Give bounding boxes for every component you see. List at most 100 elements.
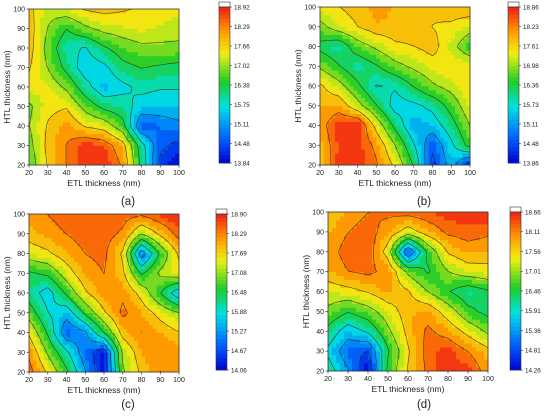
y-axis-label: HTL thickness (nm) [2, 256, 12, 330]
contour-panel-1: 20 30 40 50 60 70 80 90 100 20 30 40 50 60 70 80 90 100 ET… [2, 1, 250, 208]
colorbar-tick-label: 18.92 [234, 4, 250, 11]
x-tick-label: 60 [404, 376, 412, 383]
colorbar: 18.86 18.23 17.61 16.98 16.36 15.73 15.11 14.48… [507, 1, 539, 167]
x-tick-label: 100 [482, 376, 494, 383]
y-tick-label: 70 [316, 269, 324, 276]
colorbar-tick-label: 14.06 [231, 367, 247, 374]
colorbar: 18.90 18.29 17.69 17.08 16.48 15.88 15.27 14.67… [215, 208, 247, 374]
y-tick-label: 80 [308, 44, 316, 51]
x-tick-label: 40 [364, 376, 372, 383]
colorbar-top-cap [507, 1, 520, 8]
colorbar-tick-label: 18.29 [234, 24, 250, 31]
contour-lines [28, 213, 180, 373]
y-tick-label: 60 [316, 289, 324, 296]
y-tick-label: 40 [316, 329, 324, 336]
y-tick-label: 80 [17, 46, 25, 53]
contour-fill [328, 212, 489, 372]
y-tick-label: 80 [17, 251, 25, 258]
colorbar-tick-label: 14.48 [234, 141, 250, 148]
x-tick-label: 20 [25, 377, 33, 384]
y-tick-label: 70 [308, 64, 316, 71]
colorbar-tick-label: 16.46 [525, 288, 541, 295]
contour-fill [29, 9, 180, 166]
colorbar: 18.66 18.11 17.56 17.01 16.46 15.91 15.36 14.81… [509, 206, 541, 374]
colorbar-tick-label: 16.98 [523, 63, 539, 70]
x-tick-label: 20 [324, 376, 332, 383]
colorbar-tick-label: 14.48 [523, 141, 539, 148]
x-tick-label: 30 [44, 170, 52, 177]
y-tick-label: 50 [316, 309, 324, 316]
y-tick-label: 50 [308, 103, 316, 110]
colorbar-tick-label: 16.48 [231, 289, 247, 296]
colorbar-tick-label: 17.08 [231, 270, 247, 277]
colorbar-tick-label: 18.86 [523, 4, 539, 11]
y-axis-label: HTL thickness (nm) [301, 255, 311, 329]
colorbar-tick-label: 18.11 [525, 229, 541, 236]
y-tick-label: 60 [308, 84, 316, 91]
y-tick-label: 50 [17, 310, 25, 317]
contour-lines [28, 8, 180, 166]
colorbar-tick-label: 17.69 [231, 250, 247, 257]
x-tick-label: 100 [173, 377, 185, 384]
contour-panel-4: 20 30 40 50 60 70 80 90 100 20 30 40 50 60 70 80 90 100 ET… [301, 206, 541, 411]
colorbar-tick-label: 15.36 [525, 328, 541, 335]
x-tick-label: 70 [119, 170, 127, 177]
x-tick-label: 70 [424, 376, 432, 383]
x-tick-label: 100 [173, 170, 185, 177]
panel-label: (d) [417, 399, 431, 411]
x-tick-label: 80 [444, 376, 452, 383]
colorbar-tick-label: 15.11 [523, 121, 539, 128]
colorbar-tick-label: 18.29 [231, 231, 247, 238]
x-axis-label: ETL thickness (nm) [68, 178, 141, 188]
x-tick-label: 40 [63, 170, 71, 177]
contour-panel-2: 20 30 40 50 60 70 80 90 100 20 30 40 50 60 70 80 90 100 ET… [293, 1, 539, 208]
colorbar-tick-label: 17.01 [525, 269, 541, 276]
y-tick-label: 50 [17, 104, 25, 111]
colorbar-tick-label: 17.02 [234, 63, 250, 70]
y-tick-label: 80 [316, 249, 324, 256]
x-tick-label: 80 [138, 377, 146, 384]
colorbar-tick-label: 13.84 [234, 160, 250, 167]
y-tick-label: 60 [17, 85, 25, 92]
colorbar-tick-label: 15.73 [523, 102, 539, 109]
colorbar-tick-label: 18.90 [231, 211, 247, 218]
colorbar-tick-label: 15.88 [231, 309, 247, 316]
y-tick-label: 90 [308, 24, 316, 31]
y-tick-label: 70 [17, 271, 25, 278]
y-tick-label: 30 [308, 143, 316, 150]
y-axis-label: HTL thickness (nm) [293, 49, 303, 123]
colorbar-tick-label: 15.75 [234, 102, 250, 109]
panel-label: (b) [417, 196, 431, 208]
colorbar-tick-label: 18.66 [525, 209, 541, 216]
x-axis-label: ETL thickness (nm) [372, 384, 445, 394]
colorbar-tick-label: 16.38 [234, 82, 250, 89]
y-tick-label: 90 [316, 229, 324, 236]
y-tick-label: 60 [17, 291, 25, 298]
y-tick-label: 100 [13, 7, 25, 14]
panel-label: (a) [121, 196, 135, 208]
x-tick-label: 70 [410, 170, 418, 177]
x-axis-label: ETL thickness (nm) [359, 178, 432, 188]
x-tick-label: 100 [464, 170, 476, 177]
x-tick-label: 50 [81, 170, 89, 177]
contour-lines [327, 211, 489, 372]
y-tick-label: 100 [312, 210, 324, 217]
colorbar-top-cap [215, 208, 228, 215]
y-tick-label: 100 [304, 5, 316, 12]
colorbar-tick-label: 14.67 [231, 348, 247, 355]
colorbar-tick-label: 15.27 [231, 328, 247, 335]
colorbar-tick-label: 14.26 [525, 367, 541, 374]
y-tick-label: 30 [17, 143, 25, 150]
x-tick-label: 60 [100, 377, 108, 384]
x-tick-label: 90 [447, 170, 455, 177]
contour-lines [319, 6, 471, 166]
x-axis-label: ETL thickness (nm) [68, 385, 141, 395]
colorbar-top-cap [218, 1, 231, 8]
y-tick-label: 70 [17, 65, 25, 72]
x-tick-label: 30 [344, 376, 352, 383]
y-tick-label: 40 [17, 330, 25, 337]
x-tick-label: 40 [63, 377, 71, 384]
y-tick-label: 30 [17, 350, 25, 357]
x-tick-label: 30 [44, 377, 52, 384]
